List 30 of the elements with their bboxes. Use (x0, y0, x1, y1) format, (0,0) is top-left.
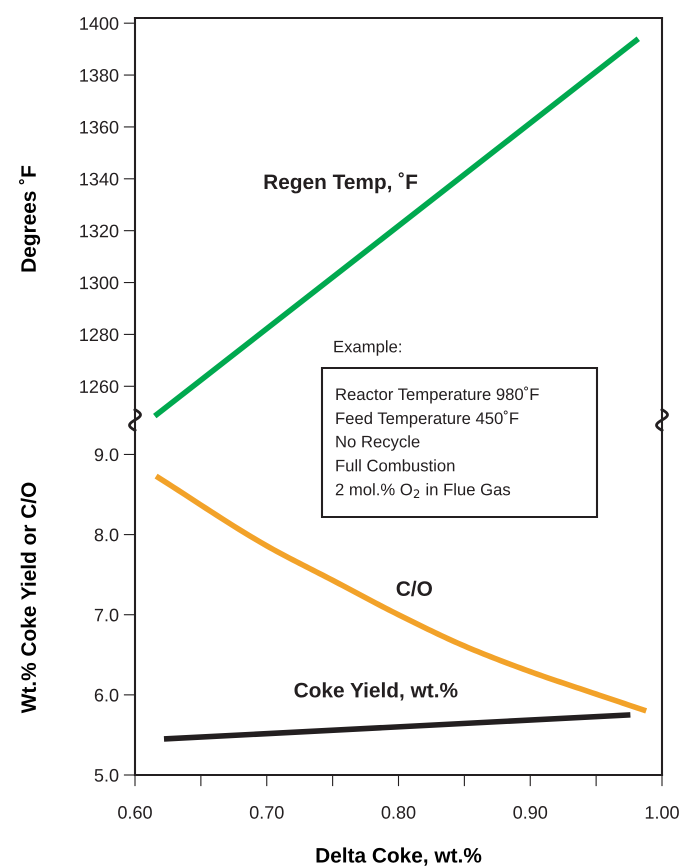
y-axis-title: Wt.% Coke Yield or C/O (20, 482, 36, 714)
series-label: Regen Temp, ˚F (264, 172, 418, 194)
y-tick-label: 1300 (80, 276, 118, 290)
series-label: C/O (396, 580, 432, 596)
annotation: 2 mol.% O$_{2}$ in Flue Gas (336, 483, 510, 498)
y-axis-title: Degrees ˚F (19, 166, 40, 272)
y-tick-label: 1340 (80, 172, 118, 186)
x-tick-label: 0.90 (513, 806, 548, 819)
y-tick-label: 5.0 (94, 768, 118, 782)
x-tick-label: 1.00 (646, 806, 679, 819)
y-tick-label: 1320 (80, 224, 118, 238)
y-tick-label: 9.0 (94, 448, 118, 462)
y-tick-label: 1360 (80, 120, 118, 134)
y-tick-label: 1380 (80, 68, 118, 82)
x-tick-label: 0.70 (250, 806, 284, 819)
annotation: Full Combustion (336, 459, 454, 472)
annotation: Reactor Temperature 980˚F (336, 386, 539, 404)
annotation: Feed Temperature 450˚F (336, 410, 518, 428)
y-tick-label: 7.0 (94, 608, 118, 622)
x-axis-title: Delta Coke, wt.% (316, 847, 482, 866)
x-tick-label: 0.80 (382, 806, 416, 819)
annotation: Example: (334, 340, 401, 356)
annotation: No Recycle (336, 435, 420, 451)
y-tick-label: 8.0 (94, 528, 118, 542)
y-tick-label: 1280 (80, 328, 118, 342)
y-tick-label: 6.0 (94, 688, 118, 702)
y-tick-label: 1400 (80, 17, 118, 30)
y-tick-label: 1260 (80, 380, 118, 394)
series-label: Coke Yield, wt.% (294, 682, 458, 701)
x-tick-label: 0.60 (118, 806, 152, 819)
